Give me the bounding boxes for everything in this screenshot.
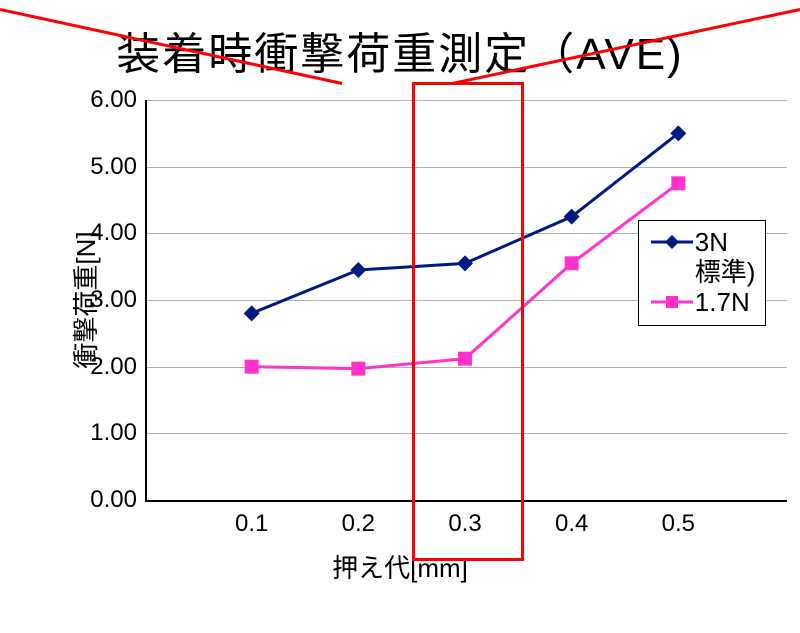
legend-label: 1.7N [695, 287, 750, 317]
legend: 3N標準)1.7N [638, 220, 767, 326]
marker-diamond [244, 305, 260, 321]
legend-swatch [649, 230, 695, 254]
legend-item-0: 3N [649, 227, 756, 257]
marker-diamond [350, 262, 366, 278]
legend-label: 3N [695, 227, 728, 257]
marker-square [245, 360, 259, 374]
legend-swatch [649, 290, 695, 314]
marker-square [671, 176, 685, 190]
marker-square [351, 362, 365, 376]
legend-item-0: 標準) [649, 257, 756, 287]
marker-square [666, 296, 678, 308]
legend-label: 標準) [695, 257, 756, 287]
marker-diamond [665, 235, 679, 249]
marker-square [565, 256, 579, 270]
highlight-box [412, 82, 525, 561]
legend-swatch [649, 260, 695, 284]
legend-item-1: 1.7N [649, 287, 756, 317]
